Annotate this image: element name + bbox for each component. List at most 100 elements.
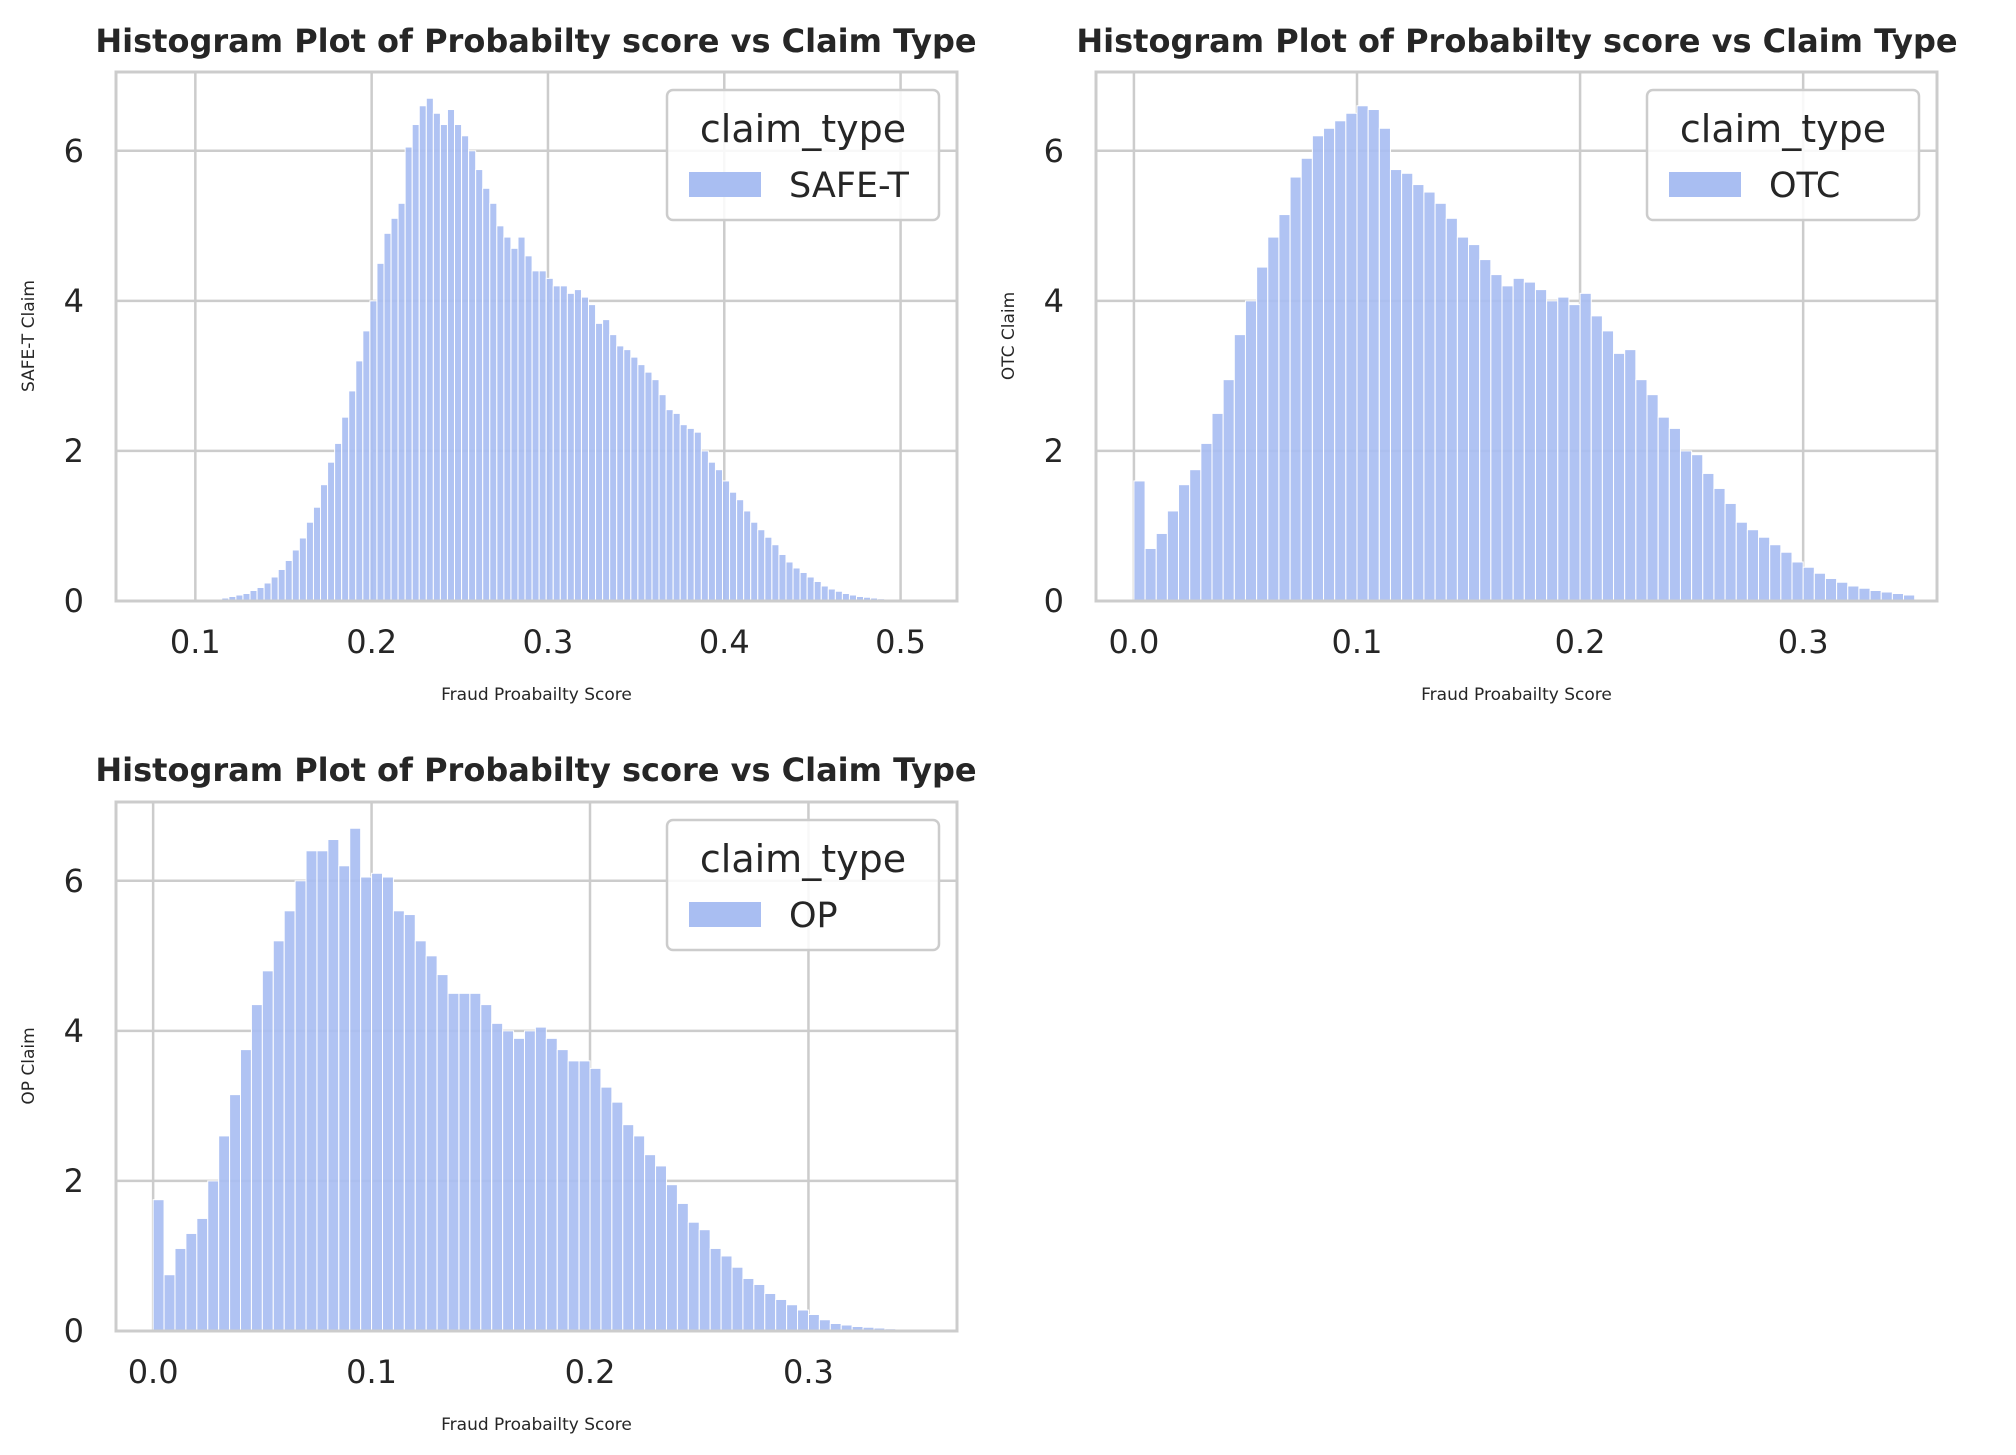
histogram-bar: [1702, 472, 1715, 602]
histogram-bar: [1579, 292, 1592, 602]
histogram-bar: [263, 582, 272, 602]
histogram-bar: [362, 330, 371, 602]
axes-frame: [114, 70, 959, 603]
histogram-bar: [1434, 202, 1447, 602]
histogram-bar: [709, 1247, 722, 1332]
histogram-bar: [349, 827, 362, 1332]
x-tick-label: 0.1: [1332, 623, 1383, 661]
histogram-bar: [229, 1094, 242, 1332]
histogram-bar: [439, 124, 448, 602]
histogram-bar: [1613, 352, 1626, 602]
y-tick-label: 0: [64, 582, 84, 620]
histogram-bar: [1512, 277, 1525, 602]
histogram-bar: [1679, 450, 1693, 602]
histogram-bar: [355, 360, 364, 602]
histogram-bar: [700, 450, 709, 602]
histogram-bar: [1133, 480, 1146, 602]
histogram-bar: [1713, 487, 1726, 602]
y-tick-label: 2: [64, 432, 84, 470]
histogram-bar: [1456, 236, 1470, 602]
histogram-bar: [655, 1165, 667, 1332]
histogram-bar: [1389, 169, 1403, 602]
x-tick-label: 0.4: [699, 623, 750, 661]
histogram-bar: [277, 568, 286, 602]
histogram-bar: [489, 202, 498, 602]
histogram-bar: [566, 292, 575, 602]
histogram-bar: [1624, 349, 1637, 602]
histogram-bar: [687, 1221, 700, 1332]
legend-title: claim_type: [700, 107, 906, 151]
histogram-bar: [1802, 566, 1815, 602]
histogram-bar: [163, 1274, 176, 1332]
legend: claim_type SAFE-T: [665, 88, 941, 222]
histogram-bar: [334, 442, 343, 602]
histogram-bar: [1769, 544, 1782, 602]
y-axis-label: OP Claim: [19, 1027, 39, 1104]
histogram-bar: [729, 491, 738, 602]
histogram-bar: [371, 872, 383, 1332]
y-axis-label: OTC Claim: [999, 292, 1019, 380]
histogram-bar: [503, 236, 512, 602]
histogram-bar: [600, 1086, 613, 1332]
x-tick-label: 0.2: [1555, 623, 1606, 661]
histogram-bar: [174, 1247, 187, 1332]
histogram-bar: [775, 1298, 788, 1332]
histogram-bar: [1490, 274, 1503, 602]
histogram-bar: [305, 521, 314, 602]
legend-swatch: [1669, 172, 1741, 197]
histogram-bar: [1345, 112, 1358, 602]
histogram-bar: [588, 304, 597, 602]
histogram-bar: [436, 974, 449, 1332]
histogram-bar: [1468, 244, 1481, 602]
histogram-bar: [698, 1229, 711, 1332]
histogram-bar: [1323, 127, 1336, 602]
histogram-bar: [390, 217, 399, 602]
histogram-bar: [531, 270, 540, 602]
histogram-bar: [524, 255, 533, 602]
axes-frame: [114, 800, 959, 1333]
subplot-2: 0.0 0.1 0.2 0.3 0 2 4 6 Histogram Plot of Probab…: [999, 22, 1958, 705]
histogram-bar: [742, 1277, 755, 1332]
histogram-bar: [458, 992, 471, 1332]
histogram-bar: [679, 424, 688, 602]
histogram-bar: [665, 1184, 678, 1332]
histogram-bar: [672, 412, 681, 602]
histogram-bar: [1178, 484, 1191, 602]
histogram-bar: [757, 529, 766, 602]
histogram-bar: [616, 345, 625, 602]
histogram-bar: [284, 559, 293, 602]
histogram-bar: [312, 506, 322, 602]
histogram-bar: [1836, 581, 1849, 602]
histogram-bar: [622, 1124, 635, 1332]
y-axis-label: SAFE-T Claim: [19, 280, 39, 392]
chart-title: Histogram Plot of Probabilty score vs Cl…: [95, 751, 976, 789]
histogram-bar: [270, 576, 279, 602]
histogram-bar: [1646, 394, 1659, 602]
histogram-bar: [1412, 184, 1425, 602]
histogram-bar: [786, 1304, 799, 1332]
histogram-bar: [1791, 561, 1804, 602]
histogram-bar: [589, 1067, 602, 1332]
histogram-bar: [545, 1037, 558, 1332]
histogram-bar: [714, 469, 724, 602]
histogram-bar: [1367, 109, 1380, 602]
histogram-bar: [294, 880, 307, 1332]
histogram-bar: [623, 349, 632, 602]
histogram-bar: [567, 1060, 580, 1332]
x-tick-label: 0.2: [346, 623, 397, 661]
y-tick-label: 2: [64, 1162, 84, 1200]
x-tick-label: 0.3: [783, 1353, 834, 1391]
x-axis-label: Fraud Proabailty Score: [441, 685, 632, 705]
histogram-bar: [707, 461, 716, 602]
histogram-bar: [338, 865, 351, 1332]
histogram-bar: [722, 480, 731, 602]
histogram-bar: [611, 1101, 624, 1332]
histogram-bar: [818, 1319, 831, 1332]
histogram-bar: [272, 940, 285, 1332]
histogram-bar: [249, 589, 258, 602]
histogram-bar: [305, 850, 318, 1332]
histogram-bar: [580, 296, 590, 602]
histogram-bar: [1568, 304, 1581, 602]
histogram-bar: [1546, 300, 1559, 602]
